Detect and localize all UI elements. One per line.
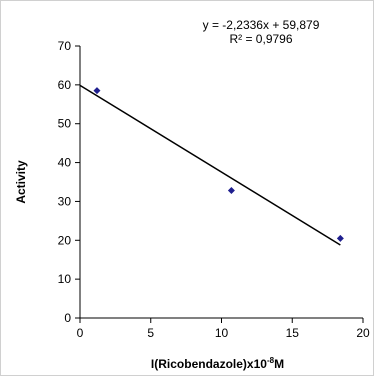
y-tick-label: 60: [58, 78, 72, 92]
data-point: [227, 187, 235, 195]
x-axis-title-superscript: -8: [267, 356, 275, 365]
y-tick-label: 0: [64, 311, 71, 325]
x-tick-label: 0: [77, 326, 84, 340]
data-point: [336, 234, 344, 242]
trendline-r2: R² = 0,9796: [229, 32, 292, 46]
data-points: [93, 87, 344, 242]
x-tick-label: 5: [147, 326, 154, 340]
x-tick-label: 15: [286, 326, 300, 340]
trendline: [79, 84, 341, 246]
x-axis-title-main: I(Ricobendazole)x10: [151, 357, 267, 371]
x-axis-ticks: 0 5 10 15 20: [77, 318, 370, 340]
y-tick-label: 20: [58, 233, 72, 247]
trendline-equation: y = -2,2336x + 59,879: [203, 18, 320, 32]
y-tick-label: 30: [58, 194, 72, 208]
y-tick-label: 10: [58, 272, 72, 286]
x-tick-label: 10: [215, 326, 229, 340]
y-axis-title: Activity: [14, 160, 28, 204]
y-tick-label: 40: [58, 156, 72, 170]
x-axis-title: I(Ricobendazole)x10-8M: [151, 356, 284, 371]
x-tick-label: 20: [356, 326, 370, 340]
y-axis-ticks: 0 10 20 30 40 50 60 70: [58, 39, 80, 325]
x-axis-title-suffix: M: [274, 357, 284, 371]
data-point: [93, 87, 101, 95]
y-tick-label: 50: [58, 117, 72, 131]
y-tick-label: 70: [58, 39, 72, 53]
